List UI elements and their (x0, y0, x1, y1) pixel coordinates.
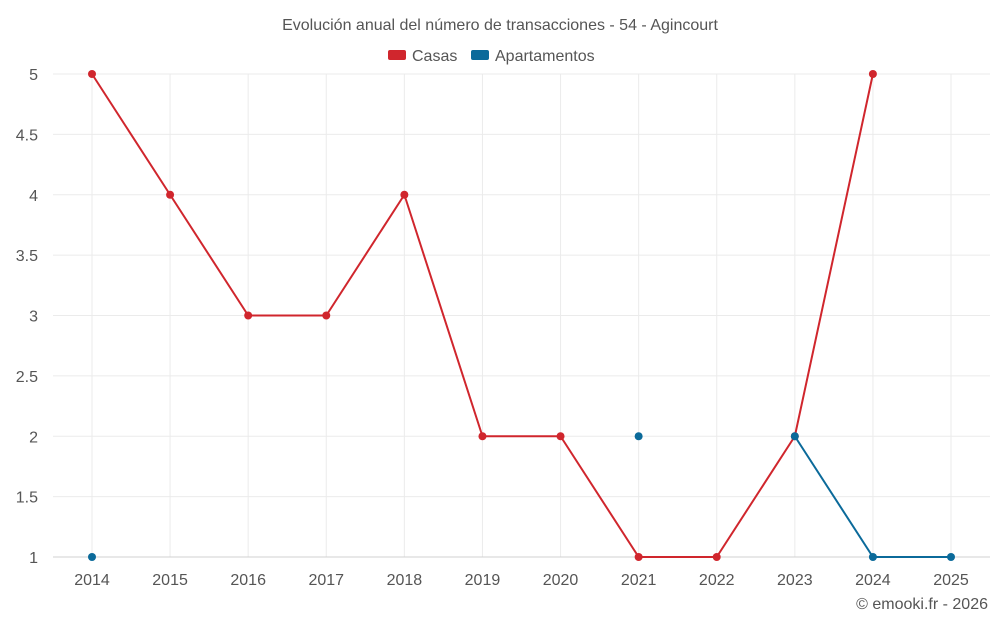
grid (53, 73, 990, 558)
data-point (244, 311, 253, 320)
x-tick-label: 2015 (152, 572, 188, 589)
x-tick-label: 2025 (933, 572, 969, 589)
x-axis: 2014 2015 2016 2017 2018 2019 2020 2021 2022 2023… (74, 572, 969, 589)
data-point (400, 190, 409, 199)
data-point (556, 432, 565, 441)
y-tick-label: 4.5 (16, 127, 38, 144)
credit-text: © emooki.fr - 2026 (856, 596, 988, 613)
data-point (868, 70, 877, 78)
data-point (322, 311, 331, 320)
x-tick-label: 2022 (699, 572, 735, 589)
data-point (868, 553, 877, 561)
data-point (790, 432, 799, 441)
y-tick-label: 5 (29, 67, 38, 84)
series-apartamentos (88, 432, 955, 561)
legend-swatch[interactable] (471, 50, 489, 60)
x-tick-label: 2020 (543, 572, 579, 589)
y-tick-label: 1.5 (16, 490, 38, 507)
legend-label[interactable]: Apartamentos (495, 48, 595, 65)
x-tick-label: 2021 (621, 572, 657, 589)
x-tick-label: 2014 (74, 572, 110, 589)
x-tick-label: 2017 (308, 572, 344, 589)
data-point (166, 190, 175, 199)
y-tick-label: 4 (29, 188, 38, 205)
x-tick-label: 2019 (465, 572, 501, 589)
data-point (88, 70, 96, 78)
data-point (634, 553, 643, 561)
data-point (947, 553, 955, 561)
y-axis: 1 1.5 2 2.5 3 3.5 4 4.5 5 (16, 67, 38, 567)
y-tick-label: 2 (29, 429, 38, 446)
y-tick-label: 3 (29, 309, 38, 326)
y-tick-label: 2.5 (16, 369, 38, 386)
data-point (712, 553, 721, 561)
chart-title: Evolución anual del número de transaccio… (282, 17, 718, 34)
x-tick-label: 2016 (230, 572, 266, 589)
x-tick-label: 2023 (777, 572, 813, 589)
x-tick-label: 2018 (387, 572, 423, 589)
y-tick-label: 3.5 (16, 248, 38, 265)
legend-label[interactable]: Casas (412, 48, 457, 65)
data-point (478, 432, 487, 441)
data-point (634, 432, 643, 441)
y-tick-label: 1 (29, 550, 38, 567)
legend: Casas Apartamentos (388, 48, 595, 65)
legend-swatch[interactable] (388, 50, 406, 60)
data-point (88, 553, 96, 561)
x-tick-label: 2024 (855, 572, 891, 589)
series-layer (88, 70, 955, 561)
